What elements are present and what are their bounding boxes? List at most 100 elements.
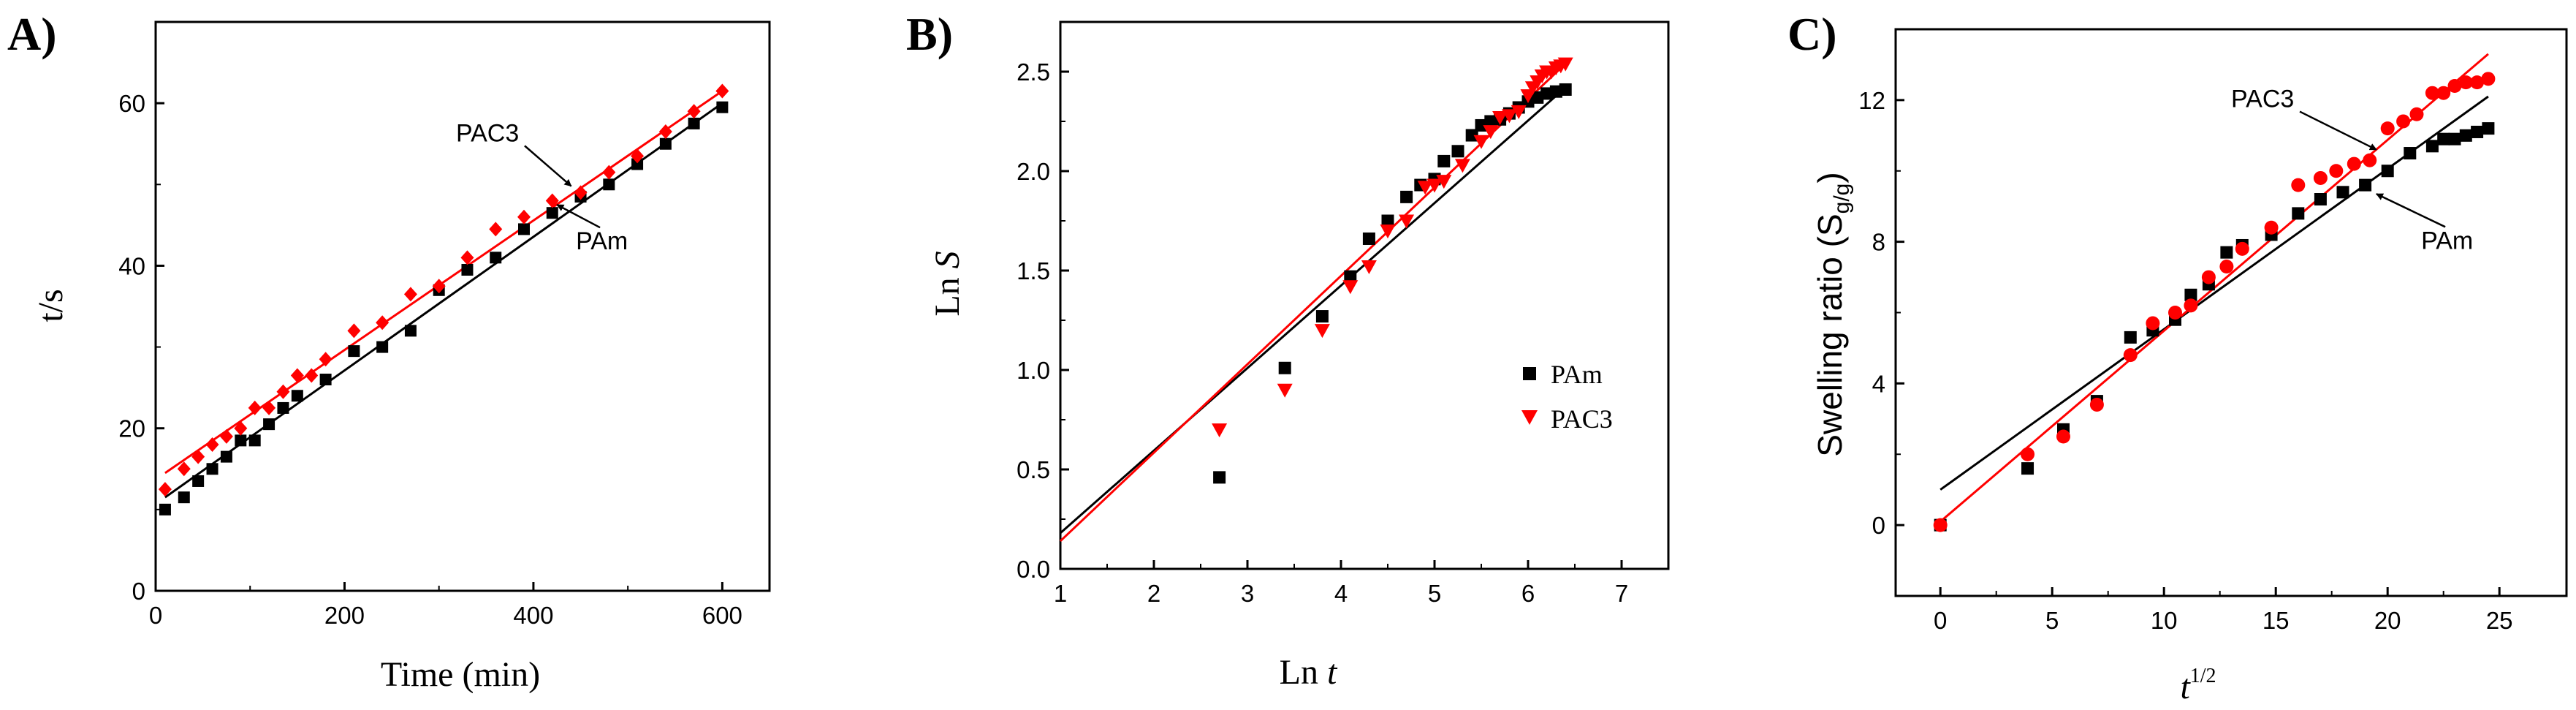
panel-b-y-tick-label: 1.0 (1017, 357, 1050, 384)
panel-b-y-tick-label: 0.5 (1017, 456, 1050, 483)
panel-a-point-pam (206, 463, 219, 475)
panel-c-point-pac3 (2380, 121, 2395, 136)
panel-b-point-pac3 (1212, 423, 1228, 438)
panel-a-point-pac3 (191, 449, 205, 464)
panel-c-point-pac3 (2219, 260, 2234, 274)
panel-b-point-pac3 (1426, 178, 1443, 193)
panel-a: A) t/s Time (min) 0 200 400 600 0 20 40 60 PAC3 P… (7, 8, 771, 694)
panel-b-x-tick-label: 3 (1241, 580, 1254, 607)
panel-c-y-axis-label-end: ) (1811, 172, 1849, 183)
panel-a-y-tick-label: 0 (132, 578, 145, 605)
panel-a-point-pam (348, 345, 360, 358)
panel-a-fit-line-pam (164, 102, 723, 499)
panel-c-point-pac3 (2089, 397, 2104, 412)
panel-b-legend: PAm PAC3 (1521, 360, 1613, 434)
panel-c-point-pac3 (2425, 86, 2439, 100)
panel-b-point-pam (1559, 83, 1572, 96)
panel-b-point-pam (1315, 310, 1329, 323)
panel-a-point-pac3 (234, 420, 248, 436)
panel-c-point-pac3 (2481, 72, 2496, 86)
panel-a-annotation-arrow (524, 145, 572, 187)
panel-a-fit-line-pac3 (164, 90, 723, 475)
panel-a-point-pam (603, 178, 615, 191)
panel-c-point-pac3 (2447, 79, 2462, 93)
panel-a-point-pam (518, 223, 530, 235)
panel-a-point-pam (376, 341, 389, 353)
panel-a-y-tick-label: 20 (118, 415, 145, 442)
panel-b-y-axis-label-var: S (928, 251, 967, 268)
panel-b-point-pam (1437, 154, 1451, 167)
panel-a-point-pac3 (517, 209, 531, 224)
panel-a-point-pam (248, 434, 261, 447)
panel-a-annotation-pam: PAm (576, 227, 628, 255)
panel-a-point-pam (319, 374, 332, 386)
panel-c-x-axis-label: t1/2 (2180, 665, 2216, 706)
panel-b: B) Ln S Ln t 1 2 3 4 5 6 7 0.0 0.5 1.0 1.5 2.0 2.5 P… (906, 8, 1670, 692)
panel-b-point-pam (1451, 145, 1464, 158)
panel-c-x-tick-label: 0 (1934, 607, 1947, 634)
panel-a-annotation-pac3: PAC3 (456, 119, 519, 147)
panel-b-point-pam (1475, 118, 1488, 132)
panel-c-x-axis-label-var: t (2180, 668, 2191, 706)
panel-b-point-pam (1400, 190, 1413, 203)
panel-c-x-tick-label: 5 (2045, 607, 2059, 634)
panel-b-y-tick-label: 1.5 (1017, 257, 1050, 284)
panel-a-label: A) (7, 8, 57, 60)
panel-a-point-pam (178, 491, 190, 504)
panel-b-point-pac3 (1557, 57, 1573, 72)
panel-b-x-tick-label: 6 (1521, 580, 1535, 607)
panel-a-point-pam (291, 390, 303, 402)
panel-b-x-tick-label: 2 (1147, 580, 1160, 607)
panel-b-point-pam (1540, 87, 1554, 100)
panel-c-point-pam (2381, 165, 2394, 178)
panel-b-y-tick-label: 0.0 (1017, 556, 1050, 583)
panel-b-point-pac3 (1473, 135, 1489, 149)
panel-c-point-pam (2292, 207, 2305, 220)
panel-b-point-pac3 (1483, 125, 1499, 140)
panel-c-label: C) (1787, 8, 1837, 60)
panel-a-point-pac3 (489, 222, 503, 237)
panel-b-x-axis-label-var: t (1327, 653, 1338, 692)
panel-c-annotation-pac3: PAC3 (2231, 86, 2294, 113)
panel-b-point-pac3 (1436, 175, 1452, 189)
panel-a-plot-area: 0 200 400 600 0 20 40 60 PAC3 PAm (118, 83, 742, 629)
panel-c-point-pac3 (2056, 429, 2070, 444)
panel-a-point-pam (716, 101, 729, 113)
panel-a-point-pam (631, 158, 644, 170)
panel-a-point-pac3 (574, 185, 588, 200)
panel-c-annotation-pam: PAm (2421, 227, 2473, 254)
panel-b-y-tick-label: 2.0 (1017, 158, 1050, 185)
panel-a-point-pac3 (631, 148, 645, 164)
panel-a-x-tick-label: 600 (702, 602, 742, 629)
panel-c-point-pac3 (2470, 75, 2485, 90)
panel-a-x-tick-label: 0 (149, 602, 162, 629)
panel-b-point-pac3 (1399, 214, 1415, 229)
panel-b-plot-frame (1059, 20, 1670, 570)
panel-b-y-axis-label-text: Ln (928, 277, 967, 316)
panel-a-x-axis-label: Time (min) (381, 655, 540, 694)
panel-b-point-pac3 (1361, 260, 1377, 275)
panel-b-point-pam (1344, 270, 1357, 283)
panel-c: C) Swelling ratio (Sg/g) t1/2 0 5 10 15 20 25… (1787, 8, 2568, 706)
panel-c-point-pac3 (2363, 153, 2377, 167)
panel-a-point-pam (490, 252, 502, 264)
panel-b-point-pac3 (1277, 383, 1293, 398)
panel-c-point-pac3 (2168, 306, 2182, 320)
legend-marker-pac3 (1521, 410, 1538, 425)
panel-a-point-pac3 (687, 104, 701, 119)
panel-a-point-pam (688, 117, 700, 129)
panel-a-point-pac3 (158, 482, 172, 497)
panel-c-plot-area: 0 5 10 15 20 25 0 4 8 12 PAC3 PAm (1858, 53, 2513, 634)
panel-c-point-pam (2459, 129, 2472, 142)
panel-c-point-pam (2021, 462, 2034, 475)
panel-c-point-pam (2124, 331, 2137, 344)
panel-a-point-pac3 (376, 315, 390, 331)
panel-a-x-tick-label: 400 (513, 602, 553, 629)
panel-a-point-pac3 (276, 384, 290, 399)
legend-label-pam: PAm (1551, 360, 1603, 389)
panel-c-point-pac3 (2409, 107, 2424, 121)
panel-c-point-pam (2404, 147, 2417, 160)
panel-a-point-pam (235, 434, 247, 447)
panel-c-x-tick-label: 25 (2486, 607, 2513, 634)
